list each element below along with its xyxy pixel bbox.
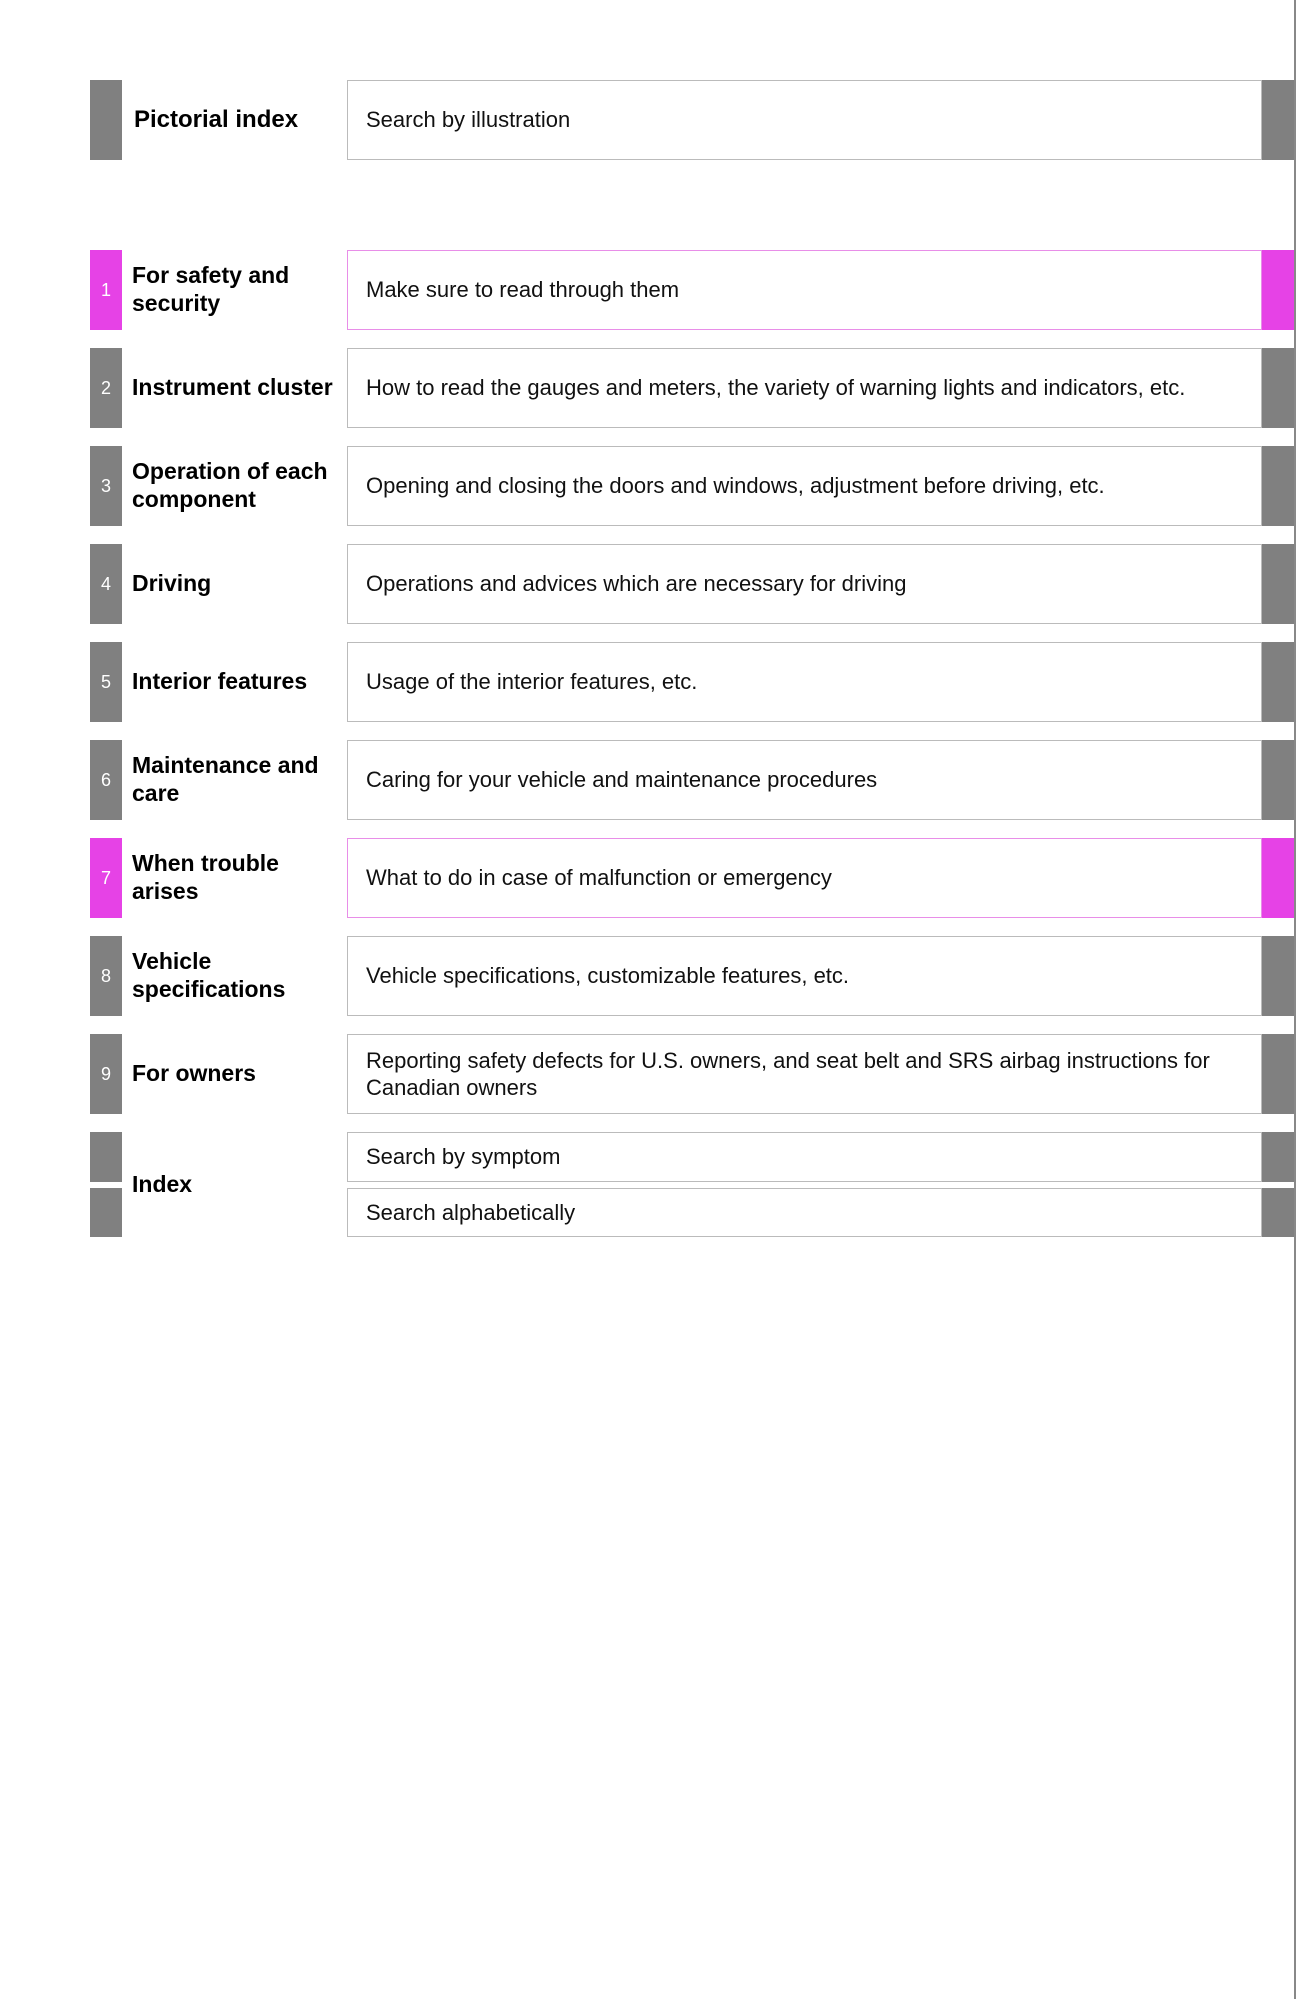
- section-number-box: 2: [90, 348, 122, 428]
- section-right-tab: [1262, 348, 1294, 428]
- index-left-tabs: [90, 1132, 122, 1237]
- section-number-box: 4: [90, 544, 122, 624]
- section-row: 3Operation of each componentOpening and …: [90, 446, 1294, 526]
- section-number-box: 1: [90, 250, 122, 330]
- section-desc: Reporting safety defects for U.S. owners…: [347, 1034, 1262, 1114]
- section-row: 1For safety and securityMake sure to rea…: [90, 250, 1294, 330]
- section-desc: Vehicle specifications, customizable fea…: [347, 936, 1262, 1016]
- section-desc: Operations and advices which are necessa…: [347, 544, 1262, 624]
- index-right-tabs: [1262, 1132, 1294, 1237]
- section-number-box: 7: [90, 838, 122, 918]
- index-title: Index: [122, 1132, 347, 1237]
- section-number-box: 9: [90, 1034, 122, 1114]
- section-right-tab: [1262, 642, 1294, 722]
- index-desc-symptom: Search by symptom: [347, 1132, 1262, 1182]
- section-title: Driving: [122, 544, 347, 624]
- pictorial-title: Pictorial index: [122, 80, 347, 160]
- section-desc: How to read the gauges and meters, the v…: [347, 348, 1262, 428]
- section-number-box: 6: [90, 740, 122, 820]
- section-number-box: 5: [90, 642, 122, 722]
- section-row: 9For ownersReporting safety defects for …: [90, 1034, 1294, 1114]
- section-row: 2Instrument clusterHow to read the gauge…: [90, 348, 1294, 428]
- section-title: When trouble arises: [122, 838, 347, 918]
- section-desc: Usage of the interior features, etc.: [347, 642, 1262, 722]
- index-desc-alpha: Search alphabetically: [347, 1188, 1262, 1238]
- section-desc: Make sure to read through them: [347, 250, 1262, 330]
- section-right-tab: [1262, 446, 1294, 526]
- section-right-tab: [1262, 1034, 1294, 1114]
- section-right-tab: [1262, 936, 1294, 1016]
- page-container: Pictorial index Search by illustration 1…: [0, 0, 1294, 1237]
- pictorial-right-tab: [1262, 80, 1294, 160]
- pictorial-left-tab: [90, 80, 122, 160]
- sections-list: 1For safety and securityMake sure to rea…: [90, 250, 1294, 1114]
- pictorial-index-row: Pictorial index Search by illustration: [90, 80, 1294, 160]
- section-title: Operation of each component: [122, 446, 347, 526]
- section-row: 4DrivingOperations and advices which are…: [90, 544, 1294, 624]
- section-number-box: 8: [90, 936, 122, 1016]
- pictorial-desc: Search by illustration: [347, 80, 1262, 160]
- section-title: For owners: [122, 1034, 347, 1114]
- section-right-tab: [1262, 250, 1294, 330]
- section-right-tab: [1262, 544, 1294, 624]
- section-right-tab: [1262, 838, 1294, 918]
- section-title: Interior features: [122, 642, 347, 722]
- section-row: 5Interior featuresUsage of the interior …: [90, 642, 1294, 722]
- index-desc-stack: Search by symptom Search alphabetically: [347, 1132, 1262, 1237]
- index-row: Index Search by symptom Search alphabeti…: [90, 1132, 1294, 1237]
- section-number-box: 3: [90, 446, 122, 526]
- section-row: 7When trouble arisesWhat to do in case o…: [90, 838, 1294, 918]
- section-row: 6Maintenance and careCaring for your veh…: [90, 740, 1294, 820]
- section-desc: Opening and closing the doors and window…: [347, 446, 1262, 526]
- section-right-tab: [1262, 740, 1294, 820]
- section-title: Maintenance and care: [122, 740, 347, 820]
- section-title: For safety and security: [122, 250, 347, 330]
- section-desc: Caring for your vehicle and maintenance …: [347, 740, 1262, 820]
- section-title: Instrument cluster: [122, 348, 347, 428]
- section-desc: What to do in case of malfunction or eme…: [347, 838, 1262, 918]
- section-title: Vehicle specifications: [122, 936, 347, 1016]
- section-row: 8Vehicle specificationsVehicle specifica…: [90, 936, 1294, 1016]
